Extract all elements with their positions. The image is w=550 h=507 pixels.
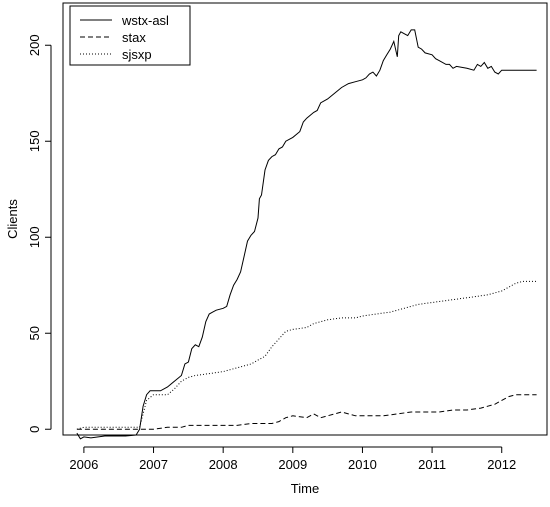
legend-label: wstx-asl: [121, 13, 169, 28]
series-layer: [76, 29, 537, 440]
y-tick-label: 150: [27, 130, 42, 152]
x-tick-label: 2011: [418, 457, 446, 472]
x-tick-label: 2012: [487, 457, 516, 472]
legend-label: stax: [122, 30, 146, 45]
y-tick-label: 100: [27, 226, 42, 248]
legend-label: sjsxp: [122, 47, 152, 62]
series-line-sjsxp: [76, 280, 537, 430]
series-line-stax: [76, 394, 537, 430]
series-line-wstx-asl: [76, 29, 537, 440]
y-axis: 0 50 100 150 200: [27, 34, 52, 433]
x-tick-label: 2006: [69, 457, 98, 472]
y-tick-label: 200: [27, 34, 42, 56]
y-tick-label: 0: [27, 426, 42, 433]
y-tick-label: 50: [27, 326, 42, 340]
x-tick-label: 2007: [139, 457, 168, 472]
x-tick-label: 2010: [348, 457, 377, 472]
x-axis-label: Time: [291, 481, 319, 496]
legend: wstx-asl stax sjsxp: [69, 5, 191, 66]
x-tick-label: 2009: [278, 457, 307, 472]
plot-frame: [62, 2, 548, 436]
legend-box: [69, 5, 191, 66]
x-tick-label: 2008: [209, 457, 238, 472]
x-axis: 2006 2007 2008 2009 2010 2011 2012: [69, 446, 516, 472]
y-axis-label: Clients: [5, 199, 20, 239]
